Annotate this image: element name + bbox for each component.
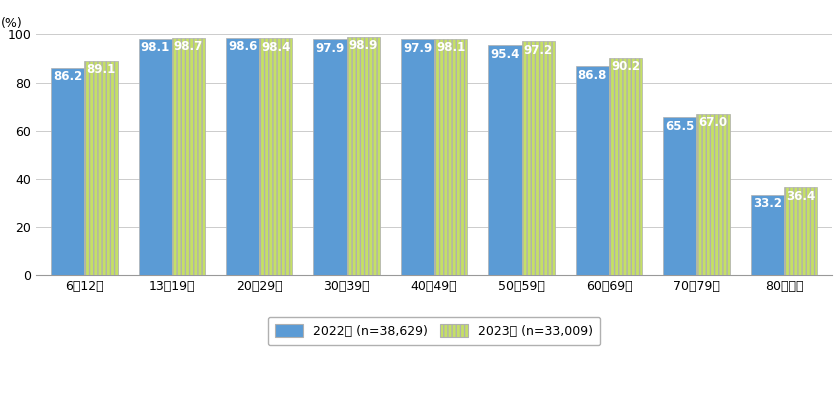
Bar <box>51 67 84 275</box>
Text: 86.2: 86.2 <box>53 70 82 83</box>
Text: 90.2: 90.2 <box>611 61 640 73</box>
Bar <box>522 41 555 275</box>
Text: 97.9: 97.9 <box>403 42 432 55</box>
Bar <box>664 117 696 275</box>
Text: 89.1: 89.1 <box>86 63 116 76</box>
Text: 97.2: 97.2 <box>524 43 553 56</box>
Text: 36.4: 36.4 <box>786 190 816 203</box>
Text: 98.9: 98.9 <box>348 40 378 52</box>
Bar <box>434 39 467 275</box>
Bar <box>488 45 522 275</box>
Bar <box>751 195 784 275</box>
Bar <box>84 61 117 275</box>
Bar <box>226 38 259 275</box>
Bar <box>259 38 293 275</box>
Text: (%): (%) <box>0 17 22 29</box>
Text: 86.8: 86.8 <box>578 69 607 81</box>
Text: 98.6: 98.6 <box>228 40 258 53</box>
Text: 33.2: 33.2 <box>753 198 782 210</box>
Bar <box>401 40 434 275</box>
Bar <box>576 66 609 275</box>
Text: 97.9: 97.9 <box>315 42 345 55</box>
Text: 67.0: 67.0 <box>699 116 727 129</box>
Bar <box>609 58 643 275</box>
Bar <box>172 38 205 275</box>
Text: 98.1: 98.1 <box>436 41 466 54</box>
Text: 98.4: 98.4 <box>261 40 290 54</box>
Bar <box>784 187 817 275</box>
Bar <box>314 40 347 275</box>
Bar <box>138 39 172 275</box>
Legend: 2022年 (n=38,629), 2023年 (n=33,009): 2022年 (n=38,629), 2023年 (n=33,009) <box>268 317 601 346</box>
Bar <box>696 114 730 275</box>
Text: 98.7: 98.7 <box>174 40 203 53</box>
Text: 95.4: 95.4 <box>490 48 519 61</box>
Bar <box>347 37 380 275</box>
Text: 65.5: 65.5 <box>665 120 695 133</box>
Text: 98.1: 98.1 <box>140 41 169 54</box>
